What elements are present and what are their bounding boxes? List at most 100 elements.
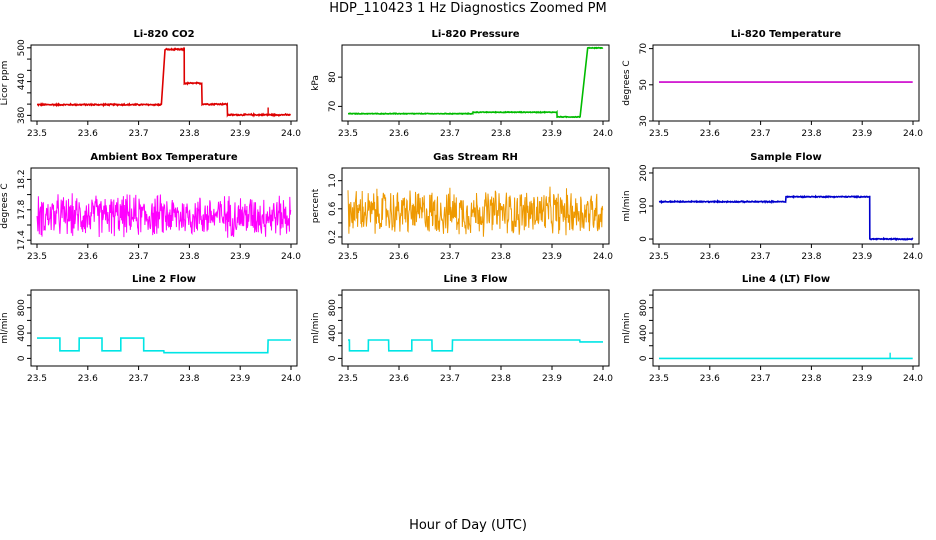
x-tick-label-7-3: 23.8 <box>491 374 511 384</box>
y-tick-label-6-0: 0 <box>17 355 27 361</box>
x-tick-label-3-0: 23.5 <box>27 252 47 262</box>
y-tick-label-0-0: 380 <box>17 107 27 124</box>
x-tick-label-8-5: 24.0 <box>903 374 923 384</box>
x-tick-label-8-2: 23.7 <box>751 374 771 384</box>
x-tick-label-3-1: 23.6 <box>78 252 98 262</box>
x-tick-label-2-0: 23.5 <box>649 129 669 139</box>
x-tick-label-3-3: 23.8 <box>179 252 199 262</box>
y-tick-label-2-1: 50 <box>639 79 649 91</box>
series-line-1 <box>348 46 604 119</box>
x-tick-label-8-1: 23.6 <box>700 374 720 384</box>
y-tick-label-4-4: 1.0 <box>328 173 338 188</box>
x-tick-label-0-0: 23.5 <box>27 129 47 139</box>
x-tick-label-5-4: 23.9 <box>852 252 872 262</box>
x-tick-label-7-1: 23.6 <box>389 374 409 384</box>
x-tick-label-1-1: 23.6 <box>389 129 409 139</box>
x-tick-label-4-0: 23.5 <box>338 252 358 262</box>
x-tick-label-1-2: 23.7 <box>440 129 460 139</box>
plot-frame-1 <box>341 44 610 122</box>
x-tick-label-2-1: 23.6 <box>700 129 720 139</box>
x-tick-label-5-2: 23.7 <box>751 252 771 262</box>
y-axis-label-1: kPa <box>311 75 321 91</box>
y-tick-label-3-0: 17.4 <box>17 230 27 250</box>
x-tick-label-3-4: 23.9 <box>230 252 250 262</box>
y-tick-label-0-3: 440 <box>17 73 27 90</box>
x-tick-label-3-2: 23.7 <box>129 252 149 262</box>
x-tick-label-7-0: 23.5 <box>338 374 358 384</box>
plot-frame-3 <box>30 167 298 245</box>
plot-title-8: Line 4 (LT) Flow <box>742 274 830 285</box>
x-tick-label-4-1: 23.6 <box>389 252 409 262</box>
x-tick-label-8-0: 23.5 <box>649 374 669 384</box>
figure-x-axis-label: Hour of Day (UTC) <box>409 518 527 533</box>
plot-title-7: Line 3 Flow <box>444 274 508 285</box>
series-line-6 <box>37 337 291 354</box>
y-tick-label-2-2: 70 <box>639 43 649 55</box>
plot-frame-7 <box>341 289 610 367</box>
y-tick-label-3-2: 17.8 <box>17 200 27 220</box>
plot-title-1: Li-820 Pressure <box>431 29 519 40</box>
plot-frame-2 <box>652 44 920 122</box>
plot-title-5: Sample Flow <box>750 152 822 163</box>
x-tick-label-8-4: 23.9 <box>852 374 872 384</box>
y-axis-label-6: ml/min <box>0 312 10 343</box>
x-tick-label-1-0: 23.5 <box>338 129 358 139</box>
x-tick-label-6-3: 23.8 <box>179 374 199 384</box>
x-tick-label-0-3: 23.8 <box>179 129 199 139</box>
x-tick-label-0-5: 24.0 <box>281 129 301 139</box>
plot-frame-6 <box>30 289 298 367</box>
x-tick-label-4-3: 23.8 <box>491 252 511 262</box>
x-tick-label-4-4: 23.9 <box>542 252 562 262</box>
y-tick-label-5-1: 100 <box>639 197 649 214</box>
plot-title-3: Ambient Box Temperature <box>90 152 237 163</box>
y-tick-label-5-2: 200 <box>639 164 649 181</box>
plot-title-6: Line 2 Flow <box>132 274 196 285</box>
figure-title: HDP_110423 1 Hz Diagnostics Zoomed PM <box>329 1 607 16</box>
y-axis-label-4: percent <box>311 188 321 223</box>
plot-frame-5 <box>652 167 920 245</box>
y-tick-label-4-2: 0.6 <box>328 201 338 216</box>
plot-title-4: Gas Stream RH <box>433 152 518 163</box>
plot-frame-4 <box>341 167 610 245</box>
x-tick-label-0-4: 23.9 <box>230 129 250 139</box>
plot-title-2: Li-820 Temperature <box>731 29 841 40</box>
x-tick-label-6-5: 24.0 <box>281 374 301 384</box>
y-tick-label-7-2: 400 <box>328 324 338 341</box>
x-tick-label-6-4: 23.9 <box>230 374 250 384</box>
series-line-5 <box>658 194 914 242</box>
y-axis-label-3: degrees C <box>0 183 10 228</box>
y-tick-label-7-4: 800 <box>328 299 338 316</box>
x-tick-label-3-5: 24.0 <box>281 252 301 262</box>
series-line-4 <box>347 186 604 237</box>
x-tick-label-6-2: 23.7 <box>129 374 149 384</box>
x-tick-label-1-3: 23.8 <box>491 129 511 139</box>
x-tick-label-5-0: 23.5 <box>649 252 669 262</box>
x-tick-label-8-3: 23.8 <box>801 374 821 384</box>
x-tick-label-4-5: 24.0 <box>593 252 613 262</box>
y-tick-label-6-2: 400 <box>17 324 27 341</box>
y-tick-label-1-1: 80 <box>328 71 338 83</box>
y-tick-label-1-0: 70 <box>328 100 338 112</box>
x-tick-label-5-1: 23.6 <box>700 252 720 262</box>
plot-title-0: Li-820 CO2 <box>133 29 194 40</box>
series-line-7 <box>348 339 603 352</box>
series-line-0 <box>37 46 292 118</box>
series-line-3 <box>36 193 292 238</box>
x-tick-label-6-0: 23.5 <box>27 374 47 384</box>
x-tick-label-2-4: 23.9 <box>852 129 872 139</box>
y-tick-label-5-0: 0 <box>639 236 649 242</box>
y-tick-label-8-2: 400 <box>639 324 649 341</box>
y-tick-label-0-6: 500 <box>17 39 27 56</box>
x-tick-label-7-5: 24.0 <box>593 374 613 384</box>
y-tick-label-6-4: 800 <box>17 299 27 316</box>
x-tick-label-7-2: 23.7 <box>440 374 460 384</box>
x-tick-label-2-5: 24.0 <box>903 129 923 139</box>
y-axis-label-2: degrees C <box>622 60 632 105</box>
y-axis-label-8: ml/min <box>622 312 632 343</box>
y-tick-label-4-0: 0.2 <box>328 230 338 244</box>
plot-frame-8 <box>652 289 920 367</box>
x-tick-label-2-2: 23.7 <box>751 129 771 139</box>
y-tick-label-7-0: 0 <box>328 355 338 361</box>
x-tick-label-0-2: 23.7 <box>129 129 149 139</box>
